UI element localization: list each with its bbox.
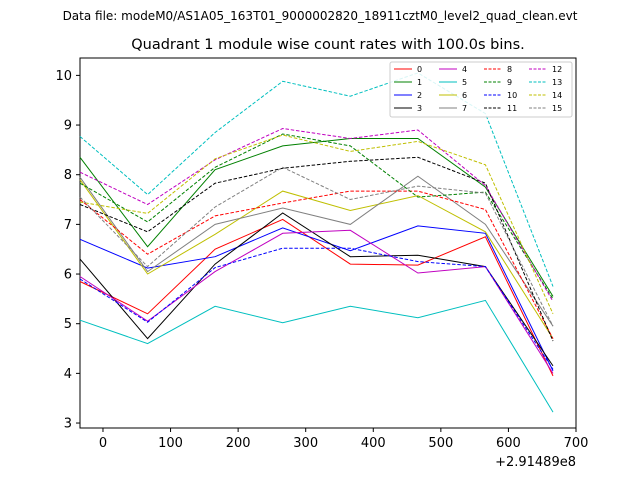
y-tick-label: 3 bbox=[64, 417, 72, 432]
legend-label-5: 5 bbox=[462, 78, 467, 87]
series-line-5 bbox=[79, 299, 554, 413]
legend-label-11: 11 bbox=[507, 104, 517, 113]
series-line-8 bbox=[79, 190, 554, 339]
legend-label-6: 6 bbox=[462, 91, 467, 100]
x-tick-label: 700 bbox=[564, 436, 589, 451]
x-tick-label: 300 bbox=[293, 436, 318, 451]
series-line-4 bbox=[79, 229, 554, 374]
legend-label-12: 12 bbox=[552, 65, 562, 74]
series-line-11 bbox=[79, 156, 554, 342]
series-line-2 bbox=[79, 225, 554, 372]
legend-label-2: 2 bbox=[417, 91, 422, 100]
x-offset-label: +2.91489e8 bbox=[495, 455, 576, 470]
series-line-9 bbox=[79, 133, 554, 300]
legend-box bbox=[389, 61, 573, 118]
legend-label-3: 3 bbox=[417, 104, 422, 113]
y-tick-label: 9 bbox=[64, 119, 72, 134]
x-tick-label: 100 bbox=[158, 436, 183, 451]
series-line-14 bbox=[79, 134, 554, 315]
legend-label-10: 10 bbox=[507, 91, 517, 100]
legend-label-0: 0 bbox=[417, 65, 422, 74]
y-tick-label: 6 bbox=[64, 268, 72, 283]
series-line-7 bbox=[79, 175, 554, 327]
series-line-3 bbox=[79, 212, 554, 367]
legend-label-14: 14 bbox=[552, 91, 562, 100]
series-lines bbox=[79, 72, 554, 413]
legend-label-9: 9 bbox=[507, 78, 512, 87]
y-tick-label: 4 bbox=[64, 367, 72, 382]
axis-ticks: 0 100 200 300 400 500 600 700 3 4 5 6 7 8 9 10 bbox=[55, 69, 588, 451]
x-tick-label: 200 bbox=[226, 436, 251, 451]
y-tick-label: 10 bbox=[55, 69, 72, 84]
series-line-6 bbox=[79, 179, 554, 339]
series-line-15 bbox=[79, 166, 554, 327]
chart-suptitle: Data file: modeM0/AS1A05_163T01_90000028… bbox=[63, 9, 578, 23]
chart-title: Quadrant 1 module wise count rates with … bbox=[131, 37, 525, 53]
series-line-10 bbox=[79, 247, 554, 370]
y-tick-label: 7 bbox=[64, 218, 72, 233]
legend-label-7: 7 bbox=[462, 104, 467, 113]
x-tick-label: 600 bbox=[496, 436, 521, 451]
x-tick-label: 0 bbox=[99, 436, 107, 451]
legend-label-1: 1 bbox=[417, 78, 422, 87]
x-tick-label: 500 bbox=[428, 436, 453, 451]
y-tick-label: 8 bbox=[64, 168, 72, 183]
series-line-12 bbox=[79, 127, 554, 302]
x-tick-label: 400 bbox=[361, 436, 386, 451]
plot-frame bbox=[79, 57, 577, 429]
legend-label-8: 8 bbox=[507, 65, 512, 74]
legend-label-13: 13 bbox=[552, 78, 562, 87]
legend-label-15: 15 bbox=[552, 104, 562, 113]
y-tick-label: 5 bbox=[64, 317, 72, 332]
series-line-0 bbox=[79, 218, 554, 377]
legend-label-4: 4 bbox=[462, 65, 467, 74]
series-line-1 bbox=[79, 138, 554, 297]
